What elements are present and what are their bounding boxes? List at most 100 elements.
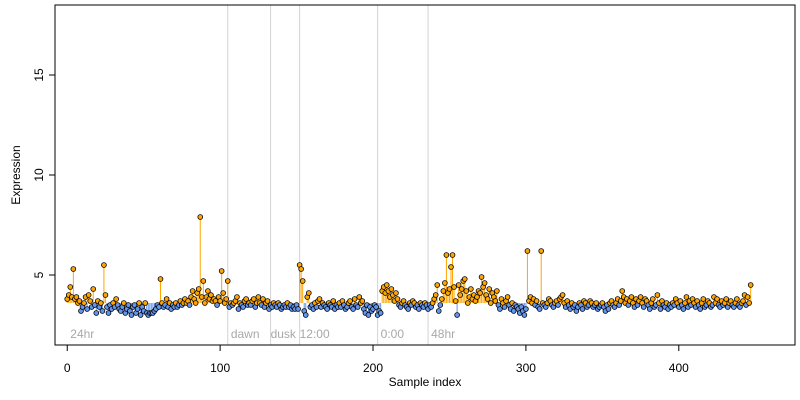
data-point bbox=[234, 294, 240, 300]
data-point bbox=[393, 290, 399, 296]
data-point bbox=[202, 300, 208, 306]
data-point bbox=[128, 312, 135, 318]
data-point bbox=[744, 294, 751, 300]
data-point bbox=[435, 308, 442, 314]
data-point bbox=[452, 298, 459, 304]
data-point bbox=[350, 306, 356, 312]
group-label: dusk bbox=[271, 327, 297, 341]
data-point bbox=[650, 296, 656, 302]
data-point bbox=[746, 300, 752, 306]
data-point bbox=[405, 306, 411, 312]
data-point bbox=[683, 294, 690, 300]
data-point bbox=[102, 292, 109, 298]
data-point bbox=[240, 304, 246, 310]
data-point bbox=[440, 288, 447, 294]
data-point bbox=[255, 294, 262, 300]
data-point bbox=[200, 278, 207, 284]
data-point bbox=[81, 300, 87, 306]
data-point bbox=[463, 288, 470, 294]
data-point bbox=[313, 304, 320, 310]
data-point bbox=[451, 284, 457, 290]
data-point bbox=[365, 312, 372, 318]
data-point bbox=[73, 294, 80, 300]
data-point bbox=[347, 298, 353, 304]
data-point bbox=[497, 306, 503, 312]
data-point bbox=[260, 296, 266, 302]
data-point bbox=[84, 306, 90, 312]
data-point bbox=[538, 248, 544, 254]
data-points bbox=[64, 214, 754, 318]
y-tick-label: 10 bbox=[32, 168, 46, 182]
data-point bbox=[697, 306, 704, 312]
data-point bbox=[646, 306, 653, 312]
data-point bbox=[90, 286, 97, 292]
data-point bbox=[454, 312, 460, 318]
y-tick-label: 15 bbox=[32, 68, 46, 82]
data-point bbox=[619, 288, 626, 294]
data-point bbox=[468, 286, 474, 292]
data-point bbox=[465, 300, 471, 306]
x-axis-title: Sample index bbox=[389, 375, 462, 389]
plot-frame bbox=[54, 4, 796, 346]
data-point bbox=[295, 306, 301, 312]
group-label: 48hr bbox=[431, 327, 455, 341]
data-point bbox=[383, 282, 390, 288]
data-point bbox=[302, 312, 309, 318]
data-point bbox=[316, 296, 323, 302]
data-point bbox=[461, 276, 468, 282]
x-axis: 0 100 200 300 400 bbox=[64, 344, 689, 375]
data-point bbox=[324, 306, 330, 312]
data-point bbox=[455, 282, 462, 288]
x-tick-label: 200 bbox=[363, 361, 383, 375]
data-point bbox=[189, 288, 196, 294]
data-point bbox=[85, 292, 92, 298]
data-point bbox=[747, 282, 754, 288]
data-point bbox=[67, 284, 74, 290]
data-point bbox=[504, 294, 511, 300]
data-point bbox=[157, 276, 164, 282]
data-point bbox=[555, 302, 561, 308]
data-point bbox=[224, 278, 231, 284]
data-point bbox=[714, 296, 720, 302]
data-point bbox=[474, 294, 480, 300]
data-point bbox=[87, 298, 93, 304]
data-point bbox=[628, 294, 635, 300]
data-point bbox=[101, 262, 107, 268]
data-point bbox=[356, 294, 363, 300]
data-point bbox=[682, 300, 688, 306]
data-point bbox=[442, 280, 448, 286]
data-point bbox=[208, 292, 214, 298]
data-point bbox=[521, 312, 528, 318]
data-point bbox=[186, 302, 193, 308]
data-point bbox=[197, 214, 204, 220]
data-point bbox=[250, 296, 257, 302]
group-label: dawn bbox=[231, 327, 260, 341]
data-point bbox=[330, 298, 337, 304]
data-point bbox=[214, 302, 220, 308]
data-point bbox=[478, 274, 485, 280]
data-point bbox=[142, 300, 149, 306]
data-point bbox=[264, 298, 271, 304]
data-point bbox=[640, 304, 647, 310]
data-point bbox=[98, 300, 104, 306]
data-point bbox=[559, 292, 566, 298]
data-point bbox=[235, 306, 242, 312]
data-point bbox=[218, 268, 225, 274]
data-point bbox=[579, 306, 586, 312]
data-point bbox=[121, 300, 127, 306]
data-point bbox=[523, 306, 529, 312]
data-point bbox=[637, 294, 644, 300]
x-tick-label: 400 bbox=[669, 361, 689, 375]
data-point bbox=[223, 296, 230, 302]
data-point bbox=[605, 306, 612, 312]
data-point bbox=[359, 298, 366, 304]
data-point bbox=[205, 288, 211, 294]
data-point bbox=[113, 296, 119, 302]
data-point bbox=[723, 296, 729, 302]
group-label: 12:00 bbox=[300, 327, 330, 341]
data-point bbox=[134, 306, 141, 312]
data-point bbox=[494, 288, 500, 294]
data-point bbox=[192, 300, 199, 306]
data-point bbox=[446, 286, 453, 292]
